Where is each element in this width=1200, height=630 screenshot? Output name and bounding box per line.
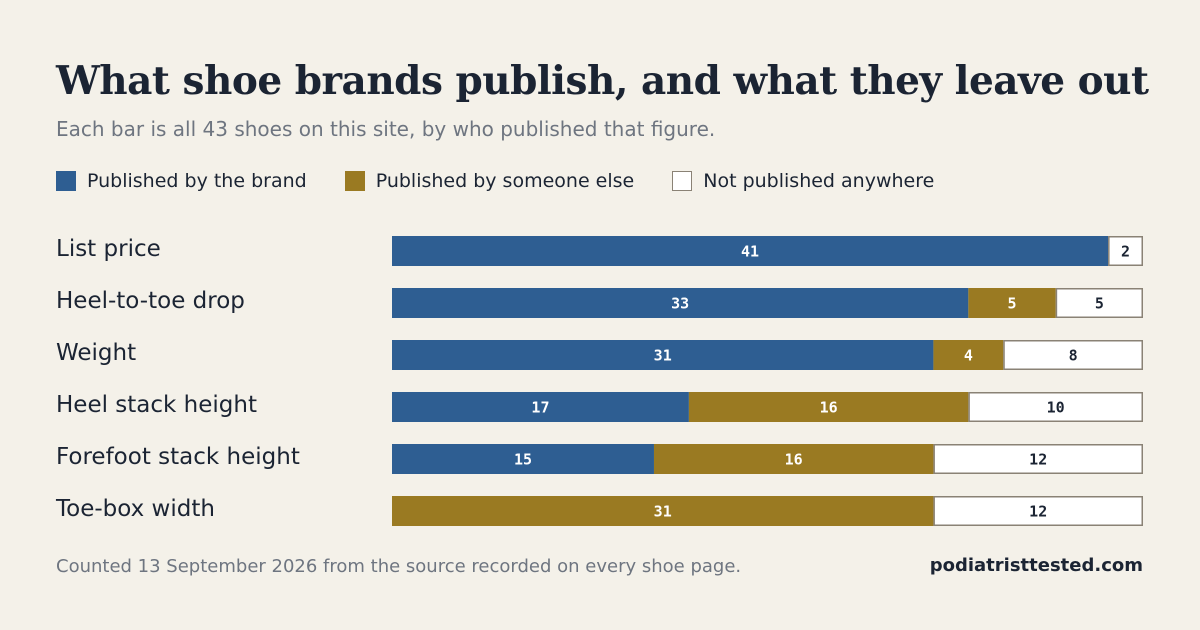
legend-swatch-brand <box>56 171 76 191</box>
footer-site: podiatristtested.com <box>929 555 1143 576</box>
row-label-forefoot-stack-height: Forefoot stack height <box>56 444 300 470</box>
bar-segment-heel-to-toe-drop-published-by-someone-else <box>968 288 1056 318</box>
bar-segment-heel-stack-height-published-by-the-brand <box>392 392 689 422</box>
chart-title: What shoe brands publish, and what they … <box>56 58 1149 104</box>
bar-segment-weight-published-by-someone-else <box>933 340 1004 370</box>
legend-swatch-not-published <box>672 171 693 191</box>
data-label-forefoot-stack-height-not-published-anywhere: 12 <box>1029 451 1047 469</box>
bar-segment-toe-box-width-not-published-anywhere <box>933 496 1143 526</box>
bar-segment-heel-stack-height-published-by-someone-else <box>688 392 969 422</box>
data-label-toe-box-width-published-by-someone-else: 31 <box>654 503 672 521</box>
legend-label-brand: Published by the brand <box>87 170 307 192</box>
bar-segment-heel-stack-height-not-published-anywhere <box>968 392 1143 422</box>
bar-segment-list-price-published-by-the-brand <box>392 236 1109 266</box>
data-label-forefoot-stack-height-published-by-someone-else: 16 <box>785 451 803 469</box>
legend-item-brand: Published by the brand <box>56 170 307 192</box>
legend: Published by the brand Published by some… <box>56 170 972 192</box>
data-label-heel-to-toe-drop-published-by-the-brand: 33 <box>671 295 689 313</box>
data-label-weight-not-published-anywhere: 8 <box>1069 347 1078 365</box>
legend-swatch-someone-else <box>344 171 365 191</box>
bar-segment-weight-not-published-anywhere <box>1003 340 1143 370</box>
bar-segment-weight-published-by-the-brand <box>392 340 934 370</box>
data-label-toe-box-width-not-published-anywhere: 12 <box>1029 503 1047 521</box>
bar-segment-toe-box-width-published-by-someone-else <box>392 496 934 526</box>
data-label-list-price-not-published-anywhere: 2 <box>1121 243 1130 261</box>
row-label-list-price: List price <box>56 236 161 262</box>
data-label-heel-to-toe-drop-published-by-someone-else: 5 <box>1007 295 1016 313</box>
data-label-heel-stack-height-published-by-someone-else: 16 <box>820 399 838 417</box>
data-label-heel-stack-height-not-published-anywhere: 10 <box>1047 399 1065 417</box>
row-label-heel-stack-height: Heel stack height <box>56 392 257 418</box>
row-label-weight: Weight <box>56 340 137 366</box>
data-label-weight-published-by-someone-else: 4 <box>964 347 973 365</box>
bar-segment-forefoot-stack-height-not-published-anywhere <box>933 444 1143 474</box>
legend-label-someone-else: Published by someone else <box>375 170 635 192</box>
legend-item-not-published: Not published anywhere <box>672 170 934 192</box>
footer-note: Counted 13 September 2026 from the sourc… <box>56 556 742 577</box>
legend-label-not-published: Not published anywhere <box>703 170 935 192</box>
legend-item-someone-else: Published by someone else <box>344 170 635 192</box>
data-label-heel-to-toe-drop-not-published-anywhere: 5 <box>1095 295 1104 313</box>
bar-segment-heel-to-toe-drop-published-by-the-brand <box>392 288 969 318</box>
bar-segment-forefoot-stack-height-published-by-someone-else <box>653 444 934 474</box>
data-label-forefoot-stack-height-published-by-the-brand: 15 <box>514 451 532 469</box>
chart-subtitle: Each bar is all 43 shoes on this site, b… <box>56 117 716 141</box>
bar-segment-heel-to-toe-drop-not-published-anywhere <box>1055 288 1144 318</box>
data-label-list-price-published-by-the-brand: 41 <box>741 243 759 261</box>
row-label-heel-to-toe-drop: Heel-to-toe drop <box>56 288 245 314</box>
data-label-heel-stack-height-published-by-the-brand: 17 <box>531 399 549 417</box>
bar-segment-forefoot-stack-height-published-by-the-brand <box>392 444 654 474</box>
row-label-toe-box-width: Toe-box width <box>56 496 215 522</box>
bar-segment-list-price-not-published-anywhere <box>1108 236 1144 266</box>
data-label-weight-published-by-the-brand: 31 <box>654 347 672 365</box>
